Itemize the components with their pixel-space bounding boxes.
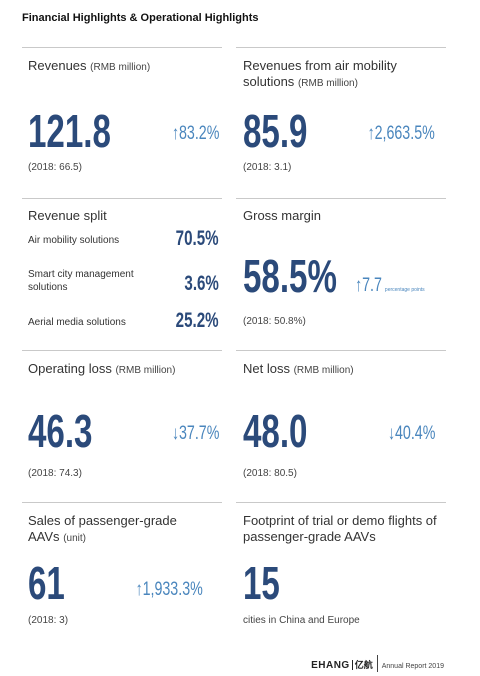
logo-cn: 亿航 [351,660,373,670]
unit: (RMB million) [115,365,176,376]
divider [22,198,222,199]
kpi-change: ↑83.2% [171,123,219,144]
kpi-change: ↑1,933.3% [135,579,203,600]
divider [22,350,222,351]
kpi-value: 121.8 [28,105,111,157]
split-value: 25.2% [176,309,219,332]
cell-label: Gross margin [243,208,322,223]
cell-label: Operating loss (RMB million) [28,361,175,379]
unit: (RMB million) [90,62,151,73]
divider [236,47,446,48]
unit: (unit) [63,533,86,544]
comparison: (2018: 74.3) [28,468,82,479]
divider [22,47,222,48]
logo: EHANG [311,660,350,671]
kpi-value: 48.0 [243,405,308,457]
note: cities in China and Europe [243,615,360,626]
label: Revenues from air mobility solutions [243,58,397,89]
change-note: percentage points [384,287,425,293]
kpi-change: ↑2,663.5% [367,123,435,144]
page-title: Financial Highlights & Operational Highl… [22,12,259,24]
divider [236,350,446,351]
kpi-value: 58.5% [243,250,337,302]
split-label: Air mobility solutions [28,235,120,246]
label: Sales of passenger-grade AAVs [28,513,177,544]
comparison: (2018: 66.5) [28,162,82,173]
cell-label: Footprint of trial or demo flights of pa… [243,513,437,544]
cell-label: Sales of passenger-grade AAVs (unit) [28,513,208,547]
cell-label: Revenues (RMB million) [28,58,150,76]
unit: (RMB million) [293,365,354,376]
label: Revenues [28,58,87,73]
label: Operating loss [28,361,112,376]
split-label: Aerial media solutions [28,317,126,328]
cell-label: Revenue split [28,208,107,223]
divider [22,502,222,503]
label: Net loss [243,361,290,376]
divider [236,502,446,503]
split-value: 3.6% [184,272,219,295]
kpi-value: 85.9 [243,105,308,157]
kpi-value: 15 [243,557,280,609]
footer: EHANG 亿航 Annual Report 2019 [311,655,444,673]
split-value: 70.5% [176,227,219,250]
kpi-change: ↓37.7% [171,423,219,444]
divider [236,198,446,199]
separator [376,655,378,672]
comparison: (2018: 50.8%) [243,316,306,327]
kpi-change: ↑7.7 [355,275,382,296]
cell-label: Net loss (RMB million) [243,361,354,379]
kpi-change: ↓40.4% [387,423,435,444]
report-name: Annual Report 2019 [381,663,444,670]
kpi-value: 61 [28,557,65,609]
comparison: (2018: 80.5) [243,468,297,479]
kpi-change-group: ↑7.7 percentage points [355,276,425,296]
split-label: Smart city management solutions [28,269,134,293]
comparison: (2018: 3.1) [243,162,292,173]
comparison: (2018: 3) [28,615,69,626]
cell-label: Revenues from air mobility solutions (RM… [243,58,433,92]
unit: (RMB million) [297,78,358,89]
kpi-value: 46.3 [28,405,93,457]
